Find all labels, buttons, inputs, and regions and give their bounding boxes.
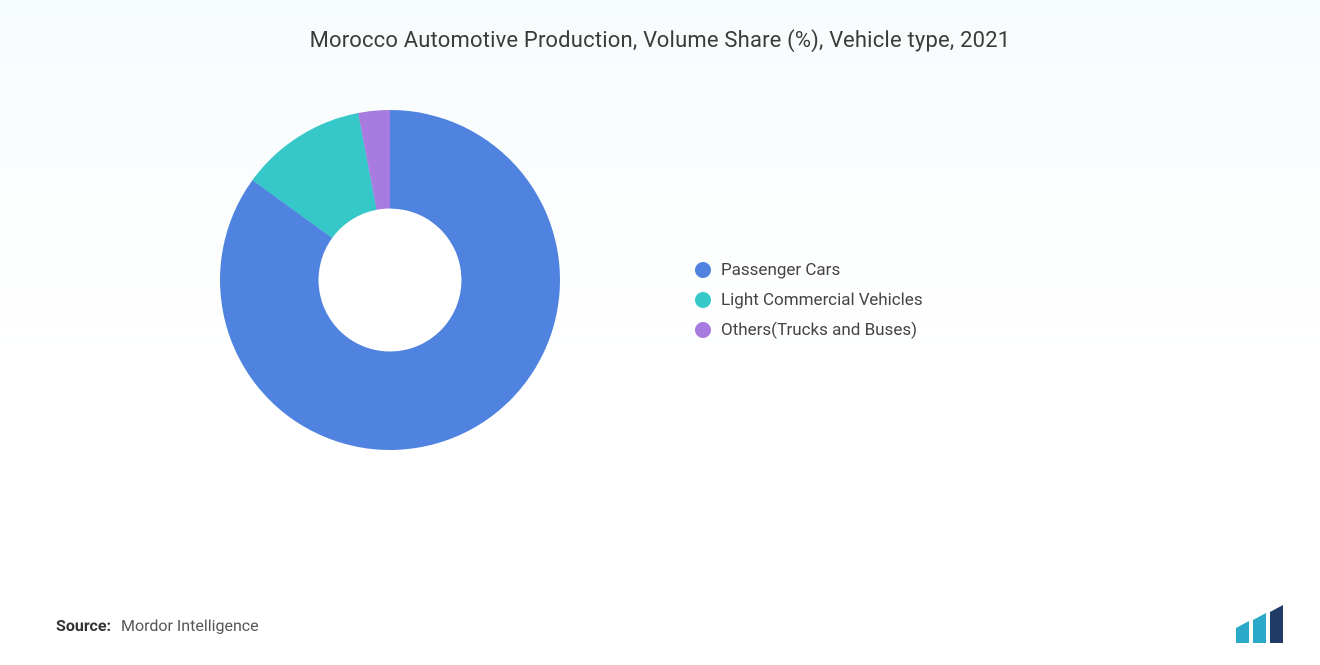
brand-bar — [1236, 621, 1249, 643]
legend-label: Passenger Cars — [721, 260, 840, 280]
legend-item: Others(Trucks and Buses) — [695, 320, 923, 340]
brand-bar — [1253, 613, 1266, 643]
legend-label: Light Commercial Vehicles — [721, 290, 923, 310]
legend-swatch — [695, 262, 711, 278]
legend-item: Light Commercial Vehicles — [695, 290, 923, 310]
brand-bar — [1270, 605, 1283, 643]
legend-swatch — [695, 322, 711, 338]
donut-chart — [220, 110, 560, 450]
legend-swatch — [695, 292, 711, 308]
chart-legend: Passenger Cars Light Commercial Vehicles O… — [695, 260, 923, 340]
donut-hole — [319, 209, 462, 352]
legend-label: Others(Trucks and Buses) — [721, 320, 917, 340]
source-text: Mordor Intelligence — [121, 616, 259, 635]
brand-logo-icon — [1232, 603, 1288, 643]
donut-svg — [220, 110, 560, 450]
source-prefix: Source: — [56, 616, 111, 635]
chart-source: Source: Mordor Intelligence — [56, 616, 259, 635]
chart-title: Morocco Automotive Production, Volume Sh… — [0, 28, 1320, 53]
legend-item: Passenger Cars — [695, 260, 923, 280]
